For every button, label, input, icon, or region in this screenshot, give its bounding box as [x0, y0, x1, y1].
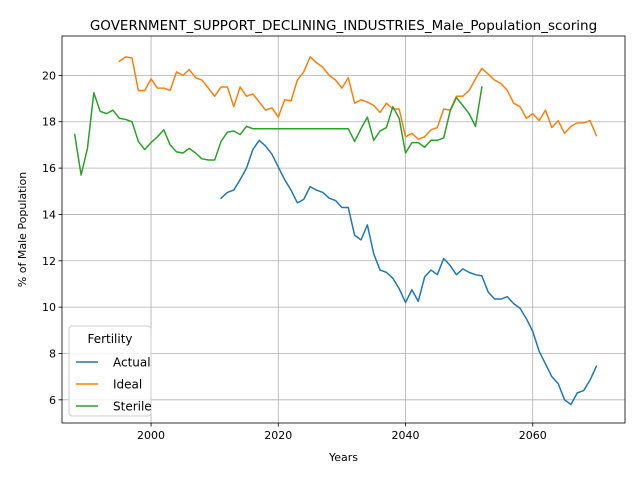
axis-ticks: 2000 2020 2040 2060 6 8 10 12 14 16 18 20 — [42, 69, 547, 442]
y-tick-label: 14 — [42, 208, 56, 221]
x-tick-label: 2000 — [137, 429, 165, 442]
chart-title: GOVERNMENT_SUPPORT_DECLINING_INDUSTRIES_… — [90, 18, 597, 34]
legend-label-sterile: Sterile — [113, 400, 152, 414]
y-tick-label: 18 — [42, 116, 56, 129]
series-line-ideal — [118, 56, 598, 140]
legend-title: Fertility — [87, 332, 132, 346]
legend-entries: Actual Ideal Sterile — [76, 356, 152, 414]
legend-label-actual: Actual — [113, 356, 151, 370]
y-axis-label: % of Male Population — [16, 172, 29, 287]
legend-label-ideal: Ideal — [113, 378, 142, 392]
series-line-actual — [219, 139, 598, 406]
plot-frame — [61, 35, 626, 424]
y-tick-label: 20 — [42, 69, 56, 82]
x-axis-label: Years — [328, 451, 358, 464]
y-tick-label: 16 — [42, 162, 56, 175]
legend-box — [68, 325, 152, 417]
series-line-sterile — [73, 86, 483, 176]
x-tick-label: 2040 — [392, 429, 420, 442]
y-tick-label: 8 — [49, 347, 56, 360]
grid — [62, 36, 625, 423]
y-tick-label: 10 — [42, 301, 56, 314]
legend: Fertility Actual Ideal Sterile — [68, 325, 152, 417]
series-layer — [73, 56, 598, 406]
x-tick-label: 2020 — [264, 429, 292, 442]
y-tick-label: 6 — [49, 394, 56, 407]
y-tick-label: 12 — [42, 255, 56, 268]
x-tick-label: 2060 — [519, 429, 547, 442]
